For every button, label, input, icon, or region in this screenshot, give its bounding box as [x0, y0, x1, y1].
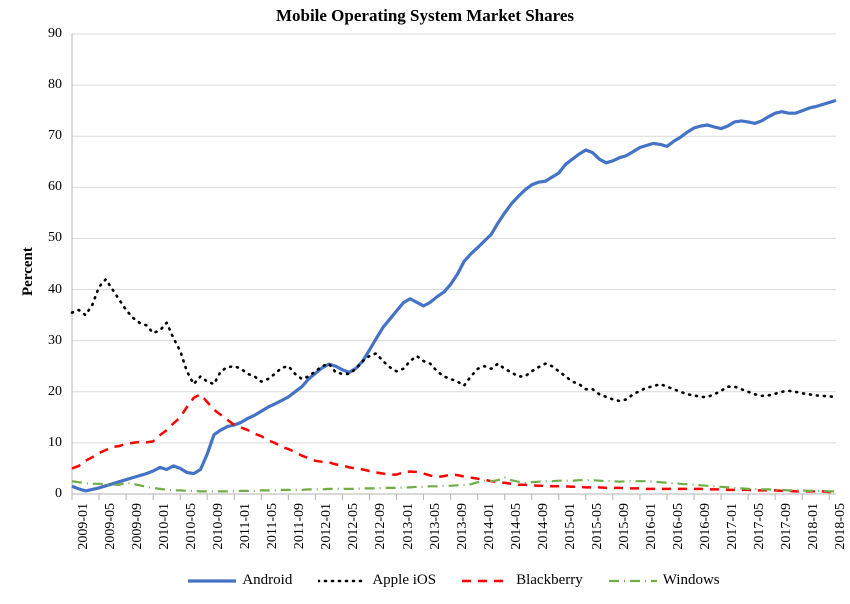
legend-item: Apple iOS: [318, 572, 436, 589]
legend-item: Android: [188, 572, 292, 589]
x-tick-label: 2018-05: [833, 503, 849, 583]
x-tick-label: 2012-05: [346, 503, 362, 583]
data-lines: [72, 100, 836, 492]
x-tick-label: 2011-09: [292, 503, 308, 583]
legend-label: Apple iOS: [372, 572, 436, 589]
legend-swatch: [609, 574, 657, 588]
x-tick-label: 2013-05: [428, 503, 444, 583]
x-tick-label: 2017-05: [752, 503, 768, 583]
legend-label: Windows: [663, 572, 720, 589]
chart-root: Mobile Operating System Market Shares Pe…: [0, 0, 850, 604]
x-tick-label: 2011-01: [238, 503, 254, 583]
x-tick-label: 2009-01: [76, 503, 92, 583]
legend-label: Android: [242, 572, 292, 589]
y-tick-label: 50: [0, 230, 62, 246]
x-tick-label: 2014-09: [536, 503, 552, 583]
x-tick-label: 2015-05: [590, 503, 606, 583]
x-tick-label: 2013-01: [401, 503, 417, 583]
axes: [72, 34, 836, 494]
x-tick-label: 2011-05: [265, 503, 281, 583]
x-tick-marks: [72, 494, 829, 500]
legend-swatch: [188, 574, 236, 588]
x-tick-label: 2017-09: [779, 503, 795, 583]
legend: Android Apple iOS Blackberry Windows: [72, 572, 836, 589]
x-tick-label: 2016-01: [644, 503, 660, 583]
y-tick-label: 60: [0, 179, 62, 195]
x-tick-label: 2009-09: [130, 503, 146, 583]
x-tick-label: 2013-09: [455, 503, 471, 583]
y-tick-label: 80: [0, 77, 62, 93]
y-tick-label: 40: [0, 282, 62, 298]
x-tick-label: 2010-09: [211, 503, 227, 583]
legend-swatch: [462, 574, 510, 588]
y-tick-label: 10: [0, 435, 62, 451]
y-tick-label: 90: [0, 26, 62, 42]
legend-item: Blackberry: [462, 572, 583, 589]
x-tick-label: 2012-09: [373, 503, 389, 583]
x-tick-label: 2010-01: [157, 503, 173, 583]
gridlines: [72, 34, 836, 494]
y-tick-label: 70: [0, 128, 62, 144]
x-tick-label: 2014-01: [482, 503, 498, 583]
legend-item: Windows: [609, 572, 720, 589]
x-tick-label: 2010-05: [184, 503, 200, 583]
plot-area: [0, 0, 850, 604]
x-tick-label: 2015-09: [617, 503, 633, 583]
y-tick-label: 30: [0, 333, 62, 349]
series-android: [72, 100, 836, 491]
x-tick-label: 2014-05: [509, 503, 525, 583]
y-tick-label: 20: [0, 384, 62, 400]
x-tick-label: 2017-01: [725, 503, 741, 583]
y-tick-label: 0: [0, 486, 62, 502]
x-tick-label: 2009-05: [103, 503, 119, 583]
legend-label: Blackberry: [516, 572, 583, 589]
x-tick-label: 2018-01: [806, 503, 822, 583]
x-tick-label: 2016-05: [671, 503, 687, 583]
x-tick-label: 2016-09: [698, 503, 714, 583]
x-tick-label: 2015-01: [563, 503, 579, 583]
x-tick-label: 2012-01: [319, 503, 335, 583]
series-apple-ios: [72, 279, 836, 401]
legend-swatch: [318, 574, 366, 588]
series-windows: [72, 478, 836, 492]
